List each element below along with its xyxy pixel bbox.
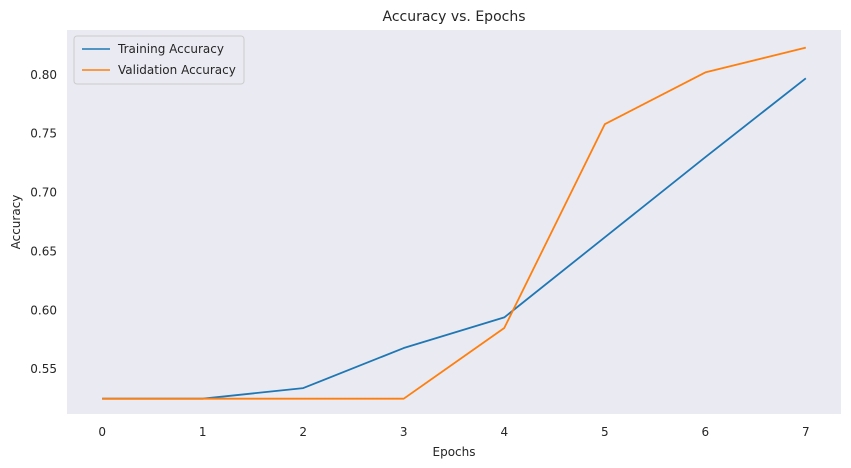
- x-tick-label: 1: [199, 425, 207, 439]
- legend: Training Accuracy Validation Accuracy: [73, 35, 245, 85]
- x-axis-label: Epochs: [433, 445, 476, 459]
- x-tick-labels: 0 1 2 3 4 5 6 7: [98, 425, 809, 439]
- series-line-training-accuracy: [102, 77, 807, 400]
- legend-label-validation: Validation Accuracy: [118, 63, 236, 77]
- y-tick-label: 0.70: [30, 186, 57, 200]
- x-tick-label: 6: [701, 425, 709, 439]
- x-tick-label: 4: [500, 425, 508, 439]
- legend-label-training: Training Accuracy: [117, 42, 224, 56]
- y-tick-label: 0.75: [30, 127, 57, 141]
- x-tick-label: 3: [400, 425, 408, 439]
- legend-box: [73, 35, 245, 85]
- chart-title: Accuracy vs. Epochs: [382, 9, 525, 25]
- y-tick-label: 0.55: [30, 362, 57, 376]
- plot-area: [67, 30, 841, 414]
- y-tick-label: 0.65: [30, 244, 57, 258]
- x-tick-label: 2: [299, 425, 307, 439]
- series-lines: [102, 46, 807, 400]
- y-axis-label: Accuracy: [9, 195, 23, 250]
- y-tick-label: 0.80: [30, 68, 57, 82]
- y-tick-labels: 0.55 0.60 0.65 0.70 0.75 0.80: [30, 68, 57, 376]
- x-tick-label: 0: [98, 425, 106, 439]
- series-line-validation-accuracy: [102, 46, 807, 400]
- x-tick-label: 7: [802, 425, 810, 439]
- y-tick-label: 0.60: [30, 303, 57, 317]
- x-tick-label: 5: [601, 425, 609, 439]
